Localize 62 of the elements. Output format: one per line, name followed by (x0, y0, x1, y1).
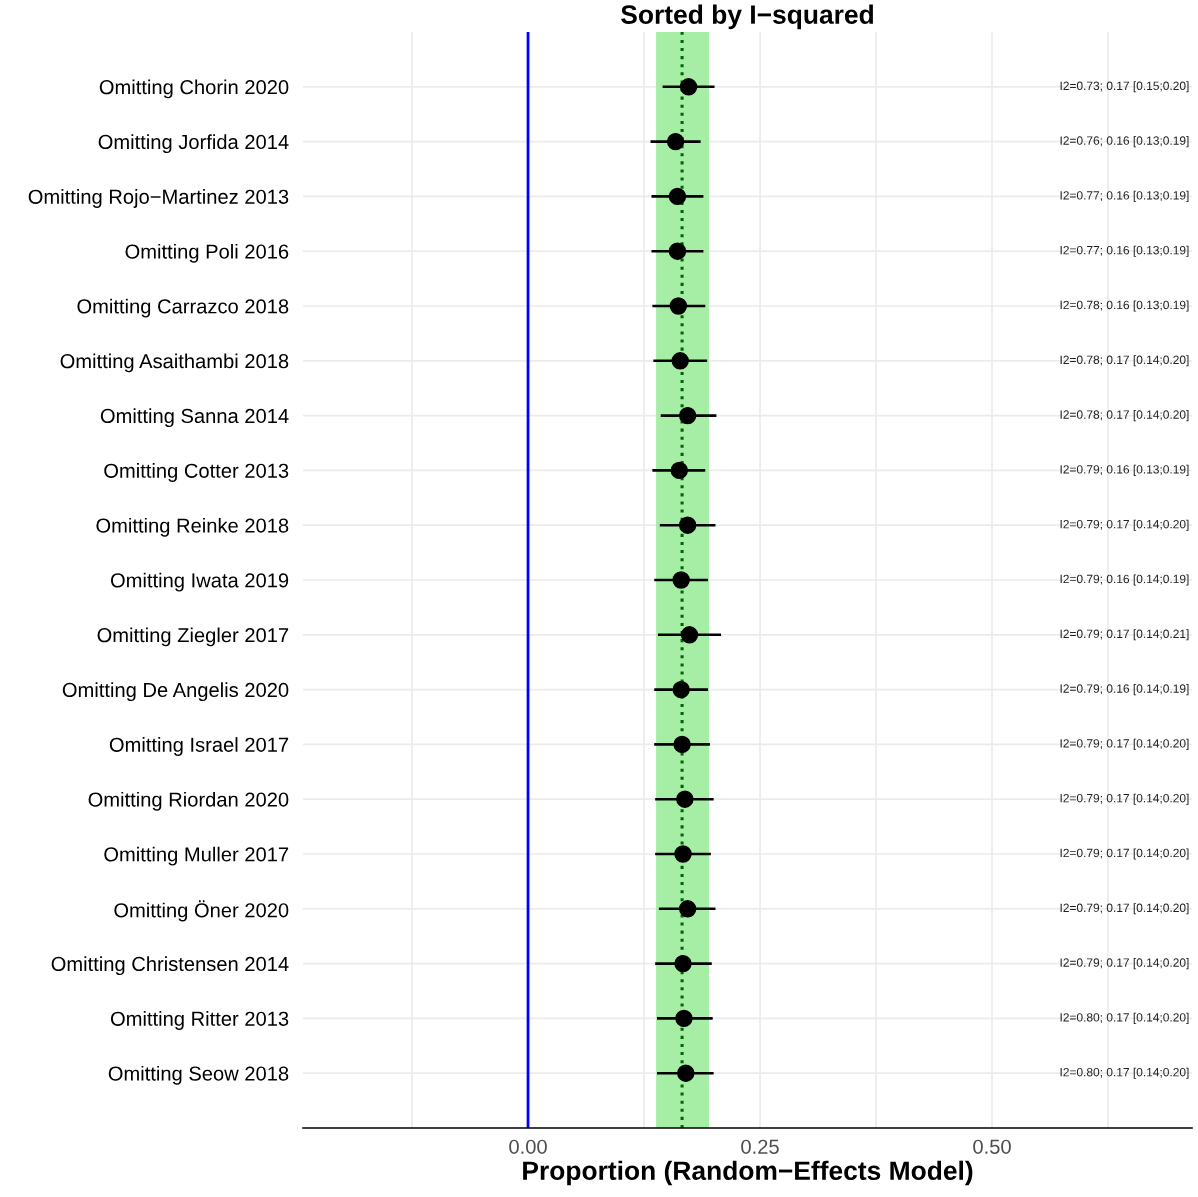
point (671, 352, 689, 370)
point (668, 242, 687, 260)
annotation: I2=0.79; 0.17 [0.14;0.20] (1060, 903, 1189, 915)
y-tick-label: Omitting Seow 2018 (108, 1065, 289, 1085)
annotation: I2=0.79; 0.17 [0.14;0.20] (1060, 793, 1189, 805)
y-tick-label: Omitting Muller 2017 (104, 846, 289, 866)
point (678, 406, 697, 425)
annotation: I2=0.73; 0.17 [0.15;0.20] (1060, 81, 1189, 93)
annotation: I2=0.79; 0.17 [0.14;0.20] (1060, 958, 1189, 970)
annotation: I2=0.79; 0.16 [0.14;0.19] (1060, 574, 1189, 586)
annotation: I2=0.79; 0.17 [0.14;0.21] (1060, 629, 1189, 641)
x-tick-label: 0.00 (509, 1139, 547, 1154)
point (672, 571, 690, 589)
y-tick-label: Omitting Israel 2017 (109, 737, 289, 756)
y-tick-label: Omitting De Angelis 2020 (62, 682, 289, 702)
annotation: I2=0.79; 0.17 [0.14;0.20] (1060, 848, 1189, 860)
chart-title: Sorted by I−squared (621, 4, 873, 30)
annotation: I2=0.76; 0.16 [0.13;0.19] (1060, 136, 1189, 148)
annotation: I2=0.77; 0.16 [0.13;0.19] (1060, 190, 1189, 202)
point (668, 187, 687, 206)
point (674, 845, 692, 863)
y-tick-label: Omitting Chorin 2020 (99, 79, 289, 99)
annotation: I2=0.80; 0.17 [0.14;0.20] (1060, 1067, 1189, 1079)
x-tick-label: 0.50 (973, 1139, 1011, 1154)
y-tick-label: Omitting Öner 2020 (114, 900, 289, 922)
x-tick-label: 0.25 (741, 1139, 779, 1154)
annotation: I2=0.79; 0.17 [0.14;0.20] (1060, 738, 1189, 750)
point (674, 954, 692, 973)
point (666, 132, 685, 151)
annotation: I2=0.80; 0.17 [0.14;0.20] (1060, 1012, 1189, 1024)
y-tick-label: Omitting Ziegler 2017 (97, 627, 289, 647)
y-tick-label: Omitting Riordan 2020 (88, 791, 289, 811)
point (676, 790, 694, 808)
y-tick-label: Omitting Cotter 2013 (104, 463, 289, 482)
point (680, 626, 699, 644)
annotation: I2=0.79; 0.16 [0.14;0.19] (1060, 684, 1189, 696)
annotation: I2=0.78; 0.17 [0.14;0.20] (1060, 355, 1189, 367)
point (669, 297, 688, 315)
y-tick-label: Omitting Carrazco 2018 (77, 298, 289, 318)
point (678, 900, 697, 918)
point (675, 1009, 693, 1028)
y-tick-label: Omitting Rojo−Martinez 2013 (28, 189, 289, 208)
y-tick-label: Omitting Iwata 2019 (110, 572, 289, 592)
annotation: I2=0.78; 0.16 [0.13;0.19] (1060, 300, 1189, 312)
annotation: I2=0.78; 0.17 [0.14;0.20] (1060, 410, 1189, 422)
point (677, 1064, 695, 1082)
y-tick-label: Omitting Christensen 2014 (51, 956, 289, 976)
annotation: I2=0.77; 0.16 [0.13;0.19] (1060, 245, 1189, 257)
y-tick-label: Omitting Sanna 2014 (100, 408, 289, 428)
point (679, 78, 698, 96)
point (670, 461, 688, 480)
y-tick-label: Omitting Asaithambi 2018 (60, 353, 289, 373)
y-tick-label: Omitting Poli 2016 (125, 243, 289, 263)
y-tick-label: Omitting Jorfida 2014 (98, 134, 289, 154)
point (678, 516, 697, 534)
point (673, 735, 691, 754)
annotation: I2=0.79; 0.16 [0.13;0.19] (1060, 464, 1189, 476)
annotation: I2=0.79; 0.17 [0.14;0.20] (1060, 519, 1189, 531)
x-axis-title: Proportion (Random−Effects Model) (523, 1160, 973, 1186)
y-tick-label: Omitting Ritter 2013 (110, 1011, 289, 1030)
y-tick-label: Omitting Reinke 2018 (96, 517, 289, 537)
point (672, 680, 690, 699)
